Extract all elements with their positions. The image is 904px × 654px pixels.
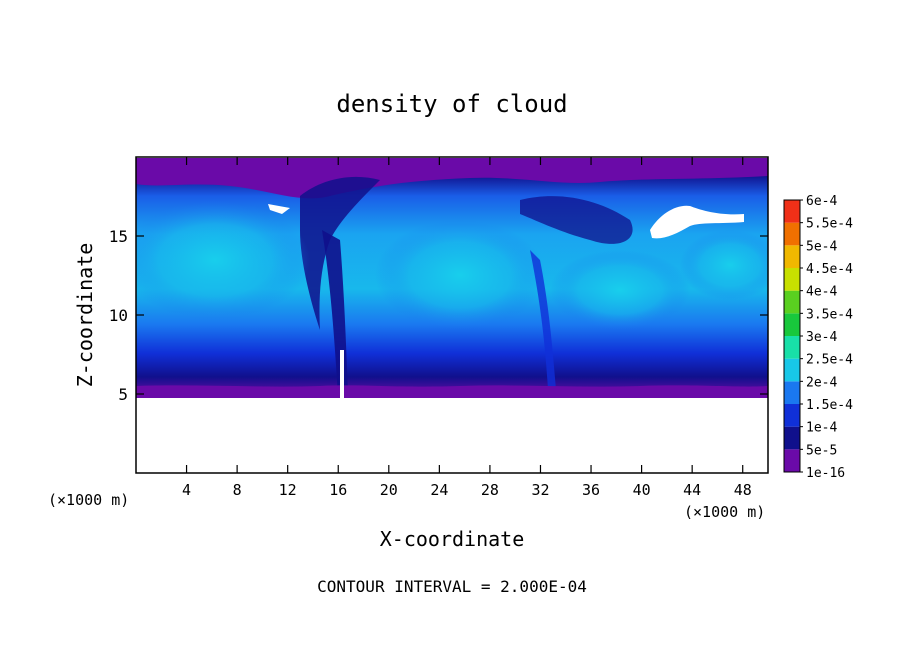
- contour-interval-note: CONTOUR INTERVAL = 2.000E-04: [317, 577, 587, 596]
- y-tick-label: 10: [109, 306, 128, 325]
- x-axis-label: X-coordinate: [380, 527, 525, 551]
- cloud-top-band: [136, 158, 768, 199]
- clear-zone-below: [136, 398, 768, 473]
- colorbar-swatch: [784, 290, 800, 314]
- colorbar-label: 1.5e-4: [806, 398, 853, 413]
- cyan-core-left: [136, 200, 310, 320]
- y-axis-label: Z-coordinate: [73, 243, 97, 388]
- x-tick-label: 40: [633, 481, 651, 499]
- colorbar-swatch: [784, 313, 800, 336]
- colorbar-label: 5.5e-4: [806, 217, 853, 232]
- cloud-base-band: [136, 385, 768, 398]
- x-unit-left: (×1000 m): [48, 491, 129, 509]
- navy-swirl-left: [300, 176, 380, 330]
- colorbar-label: 1e-4: [806, 421, 837, 436]
- x-tick-label: 32: [531, 481, 549, 499]
- colorbar-swatch: [784, 336, 800, 359]
- colorbar-label: 3.5e-4: [806, 307, 853, 322]
- colorbar-swatch: [784, 268, 800, 291]
- colorbar-label: 5e-5: [806, 443, 837, 458]
- x-tick-label: 44: [683, 481, 701, 499]
- colorbar-label: 3e-4: [806, 330, 837, 345]
- clear-patch-top-left: [268, 204, 290, 214]
- colorbar-label: 1e-16: [806, 466, 845, 481]
- y-tick-label: 15: [109, 227, 128, 246]
- colorbar-swatch: [784, 245, 800, 268]
- cyan-core-far-right: [680, 230, 768, 300]
- colorbar-swatch: [784, 358, 800, 382]
- white-gap-x16: [340, 350, 344, 398]
- x-tick-label: 28: [481, 481, 499, 499]
- plot-area: [136, 157, 768, 473]
- x-tick-label: 24: [430, 481, 448, 499]
- colorbar-label: 2e-4: [806, 375, 837, 390]
- x-tick-label: 12: [279, 481, 297, 499]
- colorbar-swatch: [784, 449, 800, 472]
- x-unit-right: (×1000 m): [684, 503, 765, 521]
- y-axis-ticks: 5 10 15: [109, 227, 768, 404]
- dark-column-x32: [530, 250, 556, 390]
- x-tick-label: 20: [380, 481, 398, 499]
- x-tick-label: 4: [182, 481, 191, 499]
- colorbar-label: 4e-4: [806, 285, 837, 300]
- x-tick-label: 36: [582, 481, 600, 499]
- x-axis-ticks: 4 8 12 16 20 24 28 32 36 40 44 48: [182, 157, 752, 499]
- x-tick-label: 8: [233, 481, 242, 499]
- colorbar-swatch: [784, 200, 800, 223]
- colorbar-label: 5e-4: [806, 239, 837, 254]
- x-tick-label: 48: [734, 481, 752, 499]
- cyan-core-middle: [375, 220, 545, 330]
- colorbar-swatch: [784, 426, 800, 450]
- navy-swirl-right: [520, 196, 633, 244]
- colorbar-swatch: [784, 381, 800, 404]
- colorbar-swatch: [784, 222, 800, 246]
- colorbar-label: 2.5e-4: [806, 353, 853, 368]
- x-tick-label: 16: [329, 481, 347, 499]
- clear-patch-top-right: [650, 205, 744, 239]
- y-tick-label: 5: [118, 385, 128, 404]
- cyan-core-right: [550, 250, 690, 330]
- chart-title: density of cloud: [336, 90, 567, 118]
- colorbar-label: 6e-4: [806, 194, 837, 209]
- colorbar-swatch: [784, 404, 800, 427]
- colorbar-label: 4.5e-4: [806, 262, 853, 277]
- colorbar: 1e-16 5e-5 1e-4 1.5e-4 2e-4 2.5e-4 3e-4 3.5e-4 4…: [783, 194, 853, 481]
